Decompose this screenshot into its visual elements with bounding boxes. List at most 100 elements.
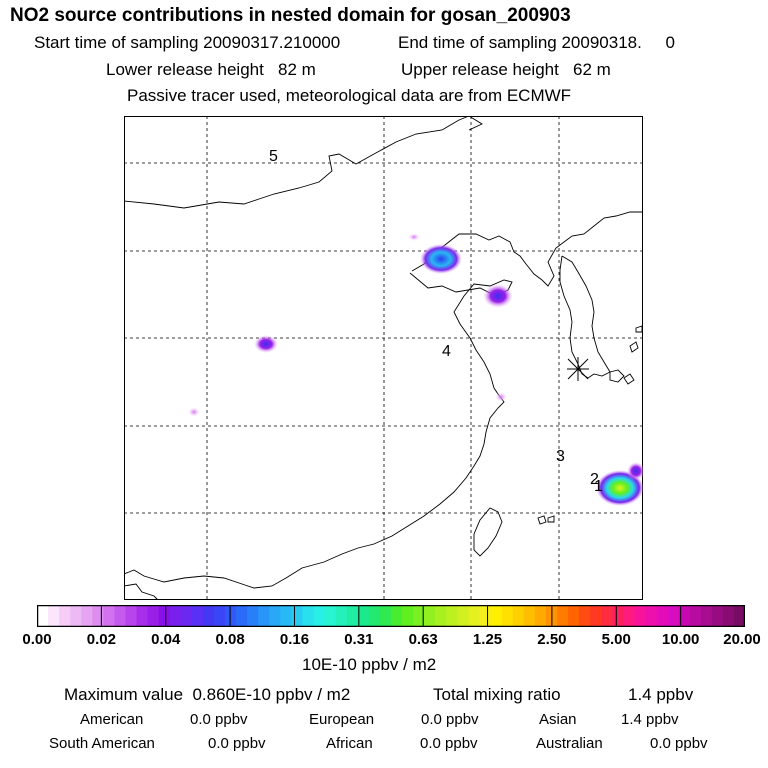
color-bar-segment bbox=[568, 605, 580, 627]
color-bar-segment bbox=[424, 605, 436, 627]
color-bar-tick-label: 10.00 bbox=[661, 631, 700, 648]
color-bar bbox=[36, 604, 746, 628]
color-bar-segment bbox=[490, 605, 503, 627]
color-bar-segment bbox=[700, 605, 713, 627]
map-label: 3 bbox=[556, 448, 565, 465]
region-value: 0.0 ppbv bbox=[421, 711, 479, 728]
color-bar-segment bbox=[435, 605, 447, 627]
color-bar-segment bbox=[92, 605, 104, 627]
color-bar-segment bbox=[402, 605, 414, 627]
color-bar-tick-label: 0.63 bbox=[408, 631, 438, 648]
color-bar-segment bbox=[302, 605, 315, 627]
color-bar-segment bbox=[391, 605, 403, 627]
color-bar-segment bbox=[48, 605, 60, 627]
region-value: 0.0 ppbv bbox=[650, 735, 708, 752]
color-bar-tick-label: 0.04 bbox=[151, 631, 181, 648]
color-bar-segment bbox=[512, 605, 525, 627]
color-bar-segment bbox=[125, 605, 138, 627]
color-bar-frame bbox=[36, 604, 746, 628]
color-bar-tick-label: 2.50 bbox=[537, 631, 567, 648]
color-bar-segment bbox=[601, 605, 613, 627]
color-bar-segment bbox=[313, 605, 326, 627]
plume bbox=[627, 462, 643, 480]
region-value: 1.4 ppbv bbox=[621, 711, 679, 728]
color-bar-unit: 10E-10 ppbv / m2 bbox=[302, 655, 437, 674]
receptor-marker bbox=[567, 357, 589, 381]
color-bar-tick-label: 0.08 bbox=[215, 631, 245, 648]
color-bar-segment bbox=[590, 605, 602, 627]
color-bar-segment bbox=[291, 605, 303, 627]
map-label: 1 bbox=[594, 478, 603, 495]
plume bbox=[188, 407, 200, 417]
plume bbox=[420, 244, 462, 274]
color-bar-segment bbox=[534, 605, 547, 627]
color-bar-segment bbox=[479, 605, 492, 627]
coastlines bbox=[124, 116, 643, 600]
color-bar-tick-label: 20.00 bbox=[723, 631, 761, 648]
tracer-note: Passive tracer used, meteorological data… bbox=[127, 86, 572, 105]
map-panel: 5 4 3 2 1 bbox=[124, 116, 643, 600]
plume bbox=[254, 335, 278, 353]
color-bar-segment bbox=[158, 605, 171, 627]
color-bar-segment bbox=[258, 605, 270, 627]
total-mixing-ratio-value: 1.4 ppbv bbox=[628, 685, 694, 704]
color-bar-segment bbox=[722, 605, 735, 627]
region-value: 0.0 ppbv bbox=[190, 711, 248, 728]
color-bar-segment bbox=[612, 605, 624, 627]
graticule bbox=[124, 116, 643, 600]
color-bar-segment bbox=[468, 605, 480, 627]
region-value: 0.0 ppbv bbox=[208, 735, 266, 752]
map-title: NO2 source contributions in nested domai… bbox=[10, 5, 571, 26]
color-bar-segment bbox=[667, 605, 680, 627]
plume bbox=[483, 284, 513, 308]
map-frame bbox=[124, 116, 643, 600]
color-bar-segment bbox=[413, 605, 425, 627]
map-label: 4 bbox=[442, 343, 451, 360]
region-name: Asian bbox=[539, 711, 577, 728]
region-name: Australian bbox=[536, 735, 603, 752]
plume bbox=[408, 233, 420, 241]
map-label: 5 bbox=[269, 148, 278, 165]
color-bar-segment bbox=[379, 605, 392, 627]
color-bar-segment bbox=[579, 605, 591, 627]
color-bar-segment bbox=[446, 605, 458, 627]
color-bar-segment bbox=[324, 605, 337, 627]
color-bar-segment bbox=[225, 605, 237, 627]
region-name: African bbox=[326, 735, 373, 752]
color-bar-segment bbox=[634, 605, 646, 627]
color-bar-segment bbox=[457, 605, 469, 627]
color-bar-segment bbox=[678, 605, 691, 627]
source-plumes bbox=[188, 233, 643, 506]
color-bar-segment bbox=[59, 605, 71, 627]
plume bbox=[495, 392, 507, 402]
color-bar-segment bbox=[169, 605, 182, 627]
color-bar-segment bbox=[202, 605, 215, 627]
color-bar-segment bbox=[656, 605, 669, 627]
color-bar-segment bbox=[70, 605, 82, 627]
color-bar-segment bbox=[357, 605, 370, 627]
color-bar-segment bbox=[247, 605, 259, 627]
color-bar-segment bbox=[103, 605, 115, 627]
color-bar-tick-label: 1.25 bbox=[472, 631, 503, 648]
color-bar-segment bbox=[269, 605, 281, 627]
region-name: European bbox=[309, 711, 375, 728]
color-bar-segment bbox=[645, 605, 657, 627]
map-label: 2 bbox=[590, 471, 599, 488]
color-bar-tick-label: 0.16 bbox=[279, 631, 310, 648]
color-bar-tick-label: 0.00 bbox=[22, 631, 52, 648]
color-bar-segment bbox=[501, 605, 514, 627]
color-bar-tick-label: 0.31 bbox=[344, 631, 374, 648]
color-bar-segment bbox=[346, 605, 359, 627]
color-bar-segment bbox=[733, 605, 746, 627]
color-bar-segment bbox=[147, 605, 160, 627]
color-bar-segment bbox=[556, 605, 569, 627]
color-bar-segment bbox=[191, 605, 204, 627]
color-bar-segment bbox=[180, 605, 193, 627]
color-bar-segment bbox=[523, 605, 536, 627]
upper-release-height: Upper release height 62 m bbox=[401, 60, 611, 79]
plume bbox=[596, 470, 643, 506]
color-bar-segment bbox=[37, 605, 49, 627]
color-bar-tick-label: 5.00 bbox=[601, 631, 631, 648]
color-bar-segment bbox=[711, 605, 724, 627]
sampling-start: Start time of sampling 20090317.210000 bbox=[34, 33, 341, 52]
